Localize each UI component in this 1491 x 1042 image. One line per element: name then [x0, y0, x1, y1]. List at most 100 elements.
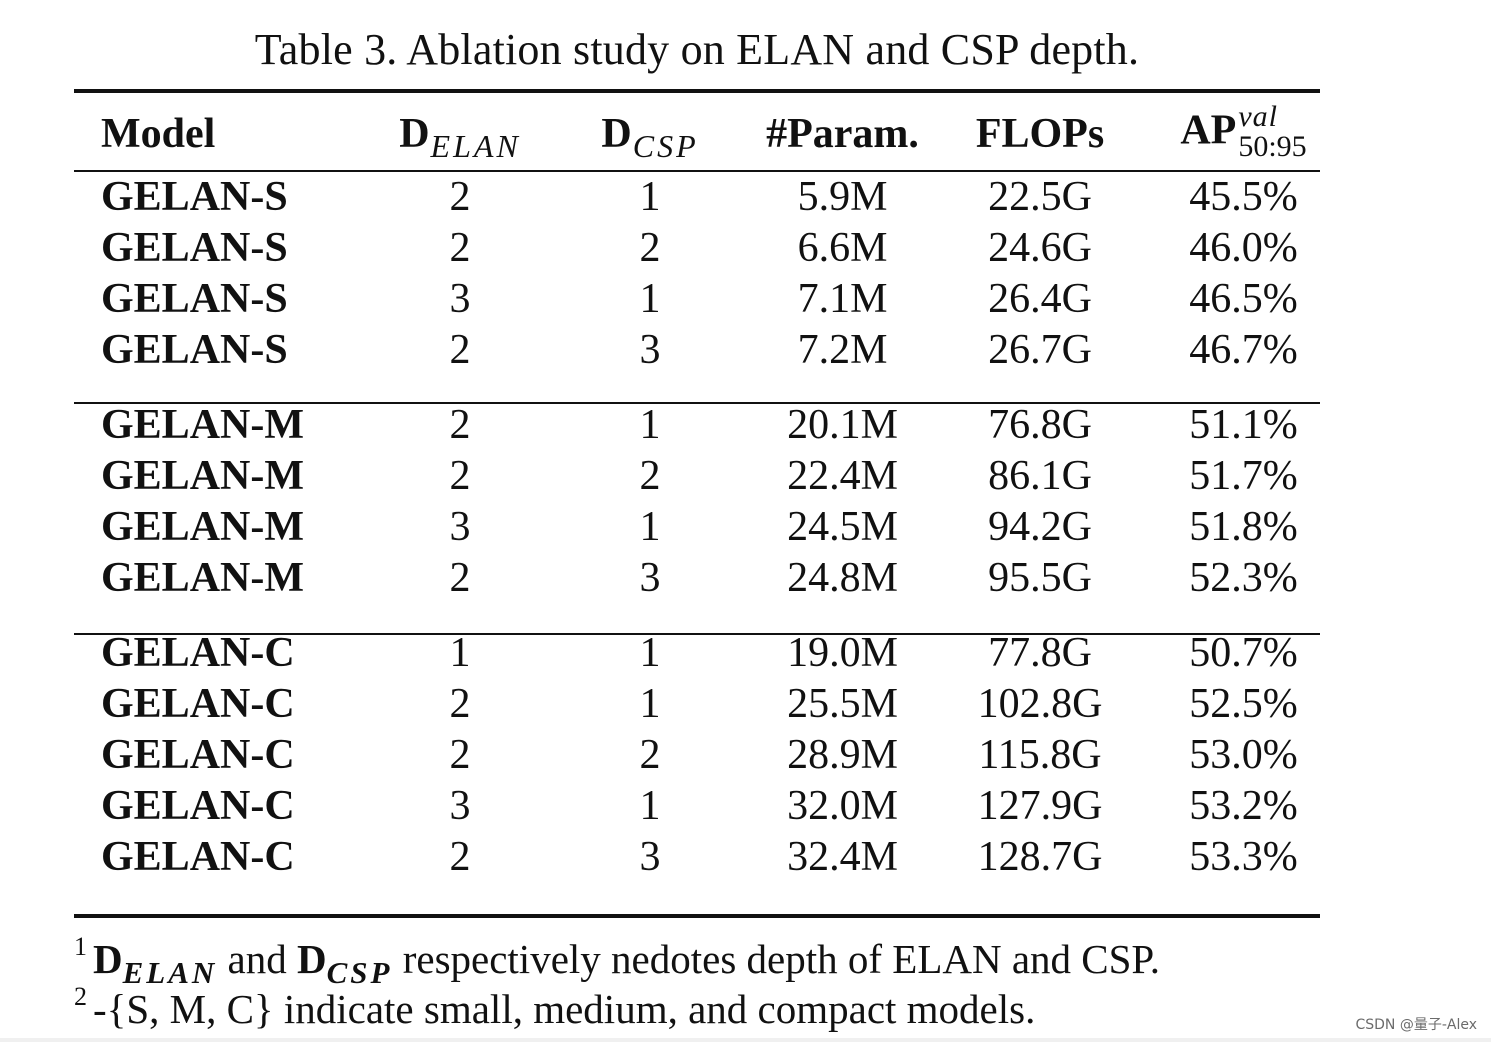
- header-d-elan-sub: ELAN: [430, 128, 521, 164]
- table-row: GELAN-M 2 3 24.8M 95.5G 52.3%: [74, 553, 1347, 604]
- cell-ap: 51.1%: [1189, 402, 1298, 448]
- cell-d-csp: 3: [639, 555, 661, 601]
- group-gap-cell: [74, 376, 1347, 400]
- header-rule: [74, 170, 1320, 172]
- cell-model: GELAN-C: [101, 732, 295, 778]
- footnote-1-d-csp-sub: CSP: [326, 955, 393, 990]
- cell-ap: 51.8%: [1189, 504, 1298, 550]
- header-ap-sup: val: [1238, 100, 1278, 133]
- cell-model: GELAN-M: [101, 504, 304, 550]
- footnote-1-d-elan: DELAN: [93, 936, 217, 990]
- cell-ap: 46.5%: [1189, 276, 1298, 322]
- cell-d-csp: 1: [639, 681, 661, 727]
- header-flops: FLOPs: [975, 111, 1105, 157]
- header-d-elan: DELAN: [365, 96, 555, 172]
- cell-param: 6.6M: [797, 225, 888, 271]
- cell-flops: 77.8G: [988, 630, 1092, 676]
- footnote-1: 1 DELAN and DCSP respectively nedotes dep…: [74, 932, 1160, 990]
- cell-d-elan: 2: [449, 732, 471, 778]
- group-divider-m-c: [74, 633, 1320, 635]
- cell-ap: 53.3%: [1189, 834, 1298, 880]
- table-row: GELAN-C 2 1 25.5M 102.8G 52.5%: [74, 679, 1347, 730]
- table-body: GELAN-S 2 1 5.9M 22.5G 45.5% GELAN-S 2 2 6.6M 24.6…: [74, 172, 1347, 883]
- table-row: GELAN-S 2 2 6.6M 24.6G 46.0%: [74, 223, 1347, 274]
- cell-d-elan: 3: [449, 276, 471, 322]
- footnote-1-d-elan-sub: ELAN: [122, 955, 218, 990]
- footnote-2-text: -{S, M, C} indicate small, medium, and c…: [93, 986, 1036, 1032]
- header-model: Model: [101, 111, 216, 157]
- cell-d-elan: 2: [449, 327, 471, 373]
- table-row: GELAN-S 2 3 7.2M 26.7G 46.7%: [74, 325, 1347, 376]
- cell-d-csp: 1: [639, 174, 661, 220]
- cell-ap: 46.0%: [1189, 225, 1298, 271]
- cell-param: 5.9M: [797, 174, 888, 220]
- cell-d-elan: 2: [449, 402, 471, 448]
- cell-d-elan: 1: [449, 630, 471, 676]
- table-row: GELAN-M 2 2 22.4M 86.1G 51.7%: [74, 451, 1347, 502]
- cell-d-csp: 1: [639, 402, 661, 448]
- cell-flops: 76.8G: [988, 402, 1092, 448]
- cell-d-csp: 1: [639, 276, 661, 322]
- cell-flops: 95.5G: [988, 555, 1092, 601]
- cell-ap: 50.7%: [1189, 630, 1298, 676]
- cell-d-elan: 2: [449, 453, 471, 499]
- header-ap-scripts: val 50:95: [1238, 102, 1306, 162]
- footnote-1-mark: 1: [74, 932, 87, 961]
- header-ap-base: AP: [1180, 107, 1237, 154]
- cell-model: GELAN-M: [101, 402, 304, 448]
- cell-d-csp: 2: [639, 453, 661, 499]
- header-ap-sub: 50:95: [1238, 130, 1307, 163]
- group-gap: [74, 376, 1347, 400]
- cell-d-elan: 2: [449, 681, 471, 727]
- footnote-1-d-csp-base: D: [297, 936, 327, 982]
- cell-flops: 128.7G: [977, 834, 1103, 880]
- group-gap-cell: [74, 604, 1347, 628]
- cell-param: 22.4M: [787, 453, 898, 499]
- cell-flops: 86.1G: [988, 453, 1092, 499]
- footnote-1-text: respectively nedotes depth of ELAN and C…: [392, 936, 1160, 982]
- watermark: CSDN @量子-Alex: [1355, 1017, 1477, 1033]
- footnote-2-mark: 2: [74, 982, 87, 1011]
- cell-model: GELAN-C: [101, 630, 295, 676]
- table-row: GELAN-M 2 1 20.1M 76.8G 51.1%: [74, 400, 1347, 451]
- cell-flops: 22.5G: [988, 174, 1092, 220]
- header-d-csp-base: D: [601, 111, 632, 157]
- cell-ap: 51.7%: [1189, 453, 1298, 499]
- cell-model: GELAN-S: [101, 225, 288, 271]
- header-d-csp: DCSP: [555, 96, 745, 172]
- table-row: GELAN-S 3 1 7.1M 26.4G 46.5%: [74, 274, 1347, 325]
- table-caption: Table 3. Ablation study on ELAN and CSP …: [254, 25, 1140, 74]
- cell-d-elan: 2: [449, 555, 471, 601]
- footnote-1-d-csp: DCSP: [297, 936, 392, 990]
- cell-ap: 52.3%: [1189, 555, 1298, 601]
- group-gap: [74, 604, 1347, 628]
- header-d-elan-base: D: [399, 111, 430, 157]
- cell-model: GELAN-C: [101, 783, 295, 829]
- cell-d-csp: 1: [639, 783, 661, 829]
- cell-model: GELAN-S: [101, 327, 288, 373]
- cell-model: GELAN-M: [101, 555, 304, 601]
- cell-flops: 102.8G: [977, 681, 1103, 727]
- cell-d-csp: 1: [639, 630, 661, 676]
- table-row: GELAN-S 2 1 5.9M 22.5G 45.5%: [74, 172, 1347, 223]
- cell-model: GELAN-M: [101, 453, 304, 499]
- cell-model: GELAN-S: [101, 174, 288, 220]
- bottom-rule: [74, 914, 1320, 918]
- group-divider-s-m: [74, 402, 1320, 404]
- cell-flops: 26.7G: [988, 327, 1092, 373]
- cell-param: 7.1M: [797, 276, 888, 322]
- header-param: #Param.: [766, 111, 919, 157]
- ablation-table: Model DELAN DCSP #Param. FLOPs AP val 50:9…: [74, 96, 1347, 883]
- table-row: GELAN-C 2 2 28.9M 115.8G 53.0%: [74, 730, 1347, 781]
- cell-ap: 45.5%: [1189, 174, 1298, 220]
- cell-model: GELAN-C: [101, 834, 295, 880]
- cell-d-csp: 3: [639, 327, 661, 373]
- footnote-2: 2 -{S, M, C} indicate small, medium, and …: [74, 982, 1036, 1040]
- cell-param: 28.9M: [787, 732, 898, 778]
- cell-flops: 26.4G: [988, 276, 1092, 322]
- cell-flops: 24.6G: [988, 225, 1092, 271]
- cell-param: 20.1M: [787, 402, 898, 448]
- header-row: Model DELAN DCSP #Param. FLOPs AP val 50:9…: [74, 96, 1347, 172]
- cell-d-elan: 2: [449, 225, 471, 271]
- table-row: GELAN-C 2 3 32.4M 128.7G 53.3%: [74, 832, 1347, 883]
